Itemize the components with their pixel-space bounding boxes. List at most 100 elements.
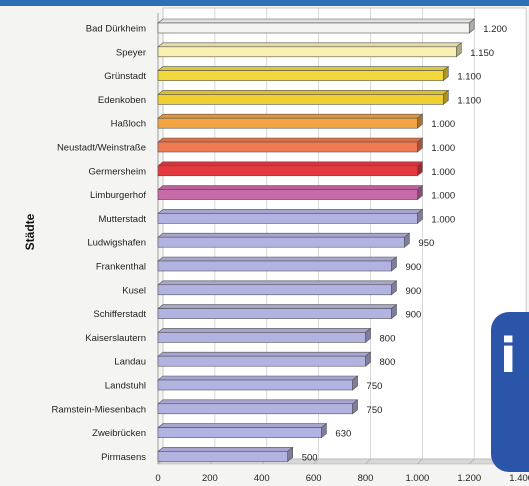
labels-layer: 0 200 400 600 800 1.000 1.200 1.400 Bad Dürkheim… xyxy=(51,24,529,485)
bar-top-face xyxy=(157,232,411,238)
category-label: Kusel xyxy=(122,285,146,296)
bar-end-face xyxy=(417,161,423,177)
bar xyxy=(157,355,366,367)
bar-top-face xyxy=(157,399,359,405)
bar-top-face xyxy=(157,423,328,428)
bar-top-face xyxy=(157,185,424,190)
category-label: Ramstein-Miesenbach xyxy=(51,404,146,415)
bar-top-face xyxy=(157,328,372,333)
x-tick-label: 800 xyxy=(358,473,374,484)
bar-end-face xyxy=(417,184,423,201)
category-label: Frankenthal xyxy=(96,262,146,273)
value-label: 900 xyxy=(405,262,421,273)
bars-layer xyxy=(157,18,476,463)
bar-top-face xyxy=(157,304,398,309)
category-label: Haßloch xyxy=(111,119,146,130)
value-label: 750 xyxy=(367,381,383,392)
bar-end-face xyxy=(365,327,371,344)
x-tick-label: 400 xyxy=(254,473,270,484)
bar-top-face xyxy=(157,351,372,357)
bar xyxy=(157,379,353,391)
value-label: 630 xyxy=(335,429,351,440)
category-label: Grünstadt xyxy=(104,71,146,82)
bar-end-face xyxy=(391,280,397,296)
value-label: 800 xyxy=(380,357,396,368)
category-label: Bad Dürkheim xyxy=(86,24,146,35)
bar xyxy=(157,260,392,272)
value-label: 500 xyxy=(302,452,318,463)
value-label: 1.100 xyxy=(457,72,481,83)
bar xyxy=(157,22,470,34)
bar xyxy=(157,94,444,105)
category-label: Landau xyxy=(114,357,146,368)
value-label: 1.100 xyxy=(457,95,481,106)
x-tick-mark xyxy=(469,458,475,465)
bar xyxy=(157,213,418,224)
bar-top-face xyxy=(157,90,450,95)
value-label: 1.000 xyxy=(431,191,455,202)
bar-end-face xyxy=(404,232,410,248)
y-axis-title: Städte xyxy=(23,213,37,250)
bar xyxy=(157,189,418,200)
bar-top-face xyxy=(157,137,424,143)
bar xyxy=(157,451,288,462)
category-label: Schifferstadt xyxy=(93,309,146,320)
value-label: 1.000 xyxy=(431,214,455,225)
bar-top-face xyxy=(157,66,450,71)
category-label: Limburgerhof xyxy=(90,190,146,201)
category-label: Zweibrücken xyxy=(92,428,146,439)
bar-top-face xyxy=(157,42,463,48)
x-tick-label: 1.000 xyxy=(406,473,430,484)
category-label: Ludwigshafen xyxy=(87,238,146,249)
category-label: Speyer xyxy=(116,47,146,58)
bar-end-face xyxy=(417,113,423,129)
bar-end-face xyxy=(391,303,397,320)
x-tick-label: 200 xyxy=(202,473,218,484)
category-label: Landstuhl xyxy=(105,381,146,392)
x-tick-mark xyxy=(417,458,423,465)
value-label: 1.000 xyxy=(431,143,455,154)
bar-end-face xyxy=(456,42,462,58)
info-logo-icon: i xyxy=(500,328,517,384)
value-label: 1.200 xyxy=(483,24,507,35)
x-tick-mark xyxy=(313,458,319,465)
value-label: 800 xyxy=(380,333,396,344)
bar xyxy=(157,427,322,438)
category-label: Pirmasens xyxy=(101,452,146,463)
x-tick-label: 0 xyxy=(155,473,160,484)
category-label: Neustadt/Weinstraße xyxy=(57,143,146,154)
x-tick-mark xyxy=(365,458,371,465)
bar xyxy=(157,284,392,296)
bar-end-face xyxy=(287,446,294,463)
bar xyxy=(157,141,418,153)
category-label: Edenkoben xyxy=(98,95,146,106)
bar-end-face xyxy=(443,89,449,106)
bar xyxy=(157,332,366,343)
bar-end-face xyxy=(391,256,397,272)
logo-badge xyxy=(491,312,529,472)
bar-end-face xyxy=(417,208,423,225)
category-label: Kaiserslautern xyxy=(85,333,146,344)
bar-end-face xyxy=(352,399,358,415)
bar xyxy=(157,70,444,81)
x-tick-label: 600 xyxy=(306,473,322,484)
bar xyxy=(157,403,353,415)
bar-top-face xyxy=(157,280,398,286)
value-label: 1.150 xyxy=(470,48,494,59)
value-label: 750 xyxy=(367,405,383,416)
x-tick-label: 1.200 xyxy=(457,473,481,484)
bar-top-face xyxy=(157,447,294,452)
bar-top-face xyxy=(157,161,424,167)
top-color-band xyxy=(0,0,529,6)
x-tick-label: 1.400 xyxy=(509,473,529,484)
bar-end-face xyxy=(468,18,475,34)
bar-top-face xyxy=(157,256,398,262)
bar xyxy=(157,236,405,248)
bar xyxy=(157,308,392,319)
bar-top-face xyxy=(157,18,476,24)
bar-end-face xyxy=(365,351,371,367)
bar-top-face xyxy=(157,375,359,381)
bar-top-face xyxy=(157,209,424,214)
value-label: 900 xyxy=(405,286,421,297)
